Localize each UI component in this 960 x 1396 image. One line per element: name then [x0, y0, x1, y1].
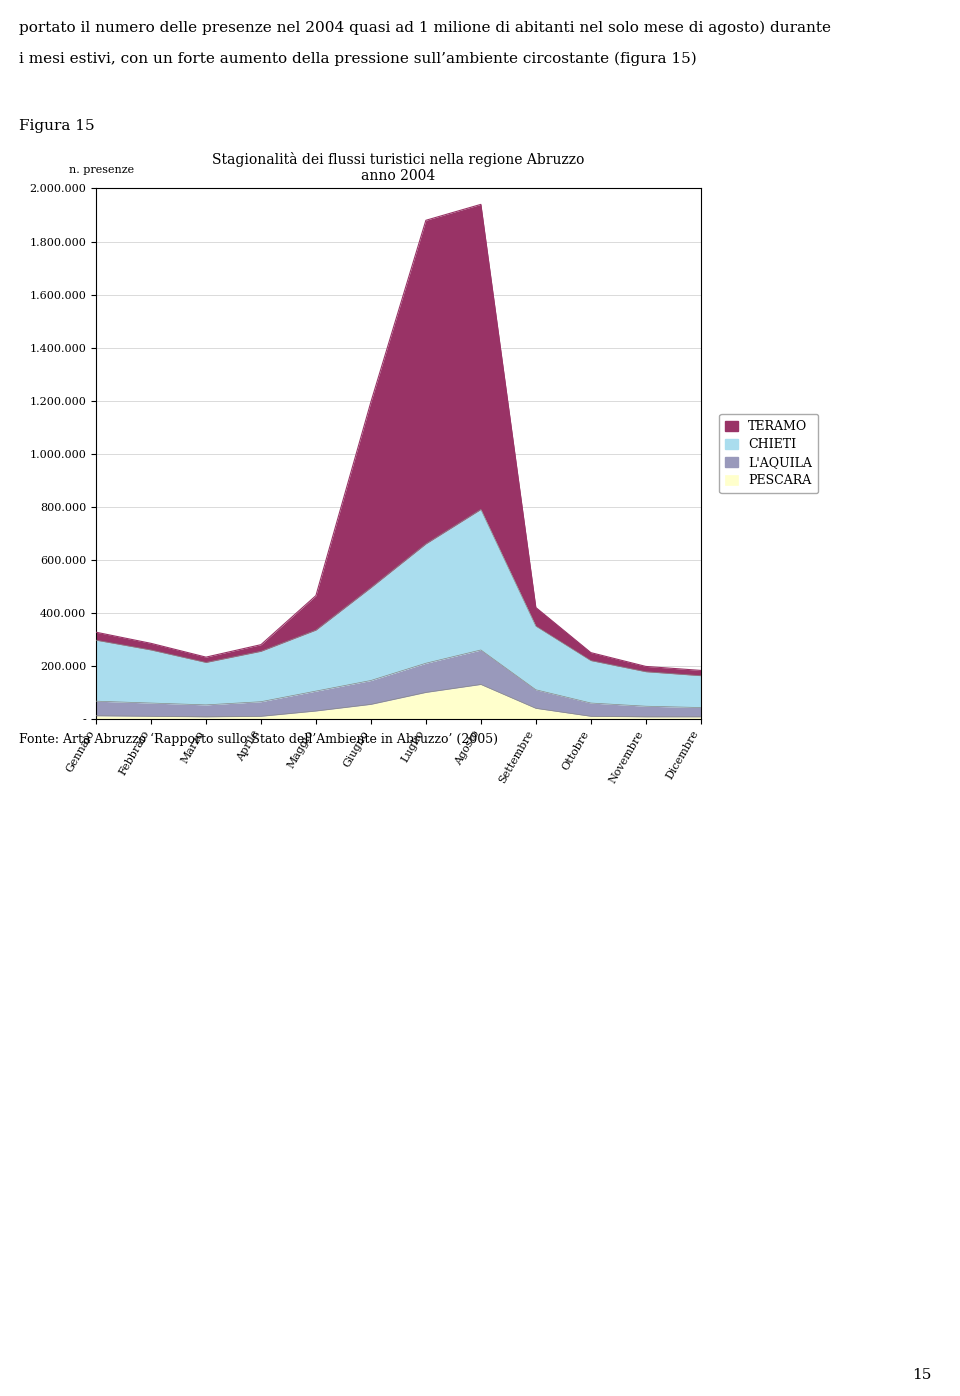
Title: Stagionalità dei flussi turistici nella regione Abruzzo
anno 2004: Stagionalità dei flussi turistici nella … [212, 152, 585, 183]
Text: 15: 15 [912, 1368, 931, 1382]
Text: n. presenze: n. presenze [68, 165, 133, 176]
Text: Figura 15: Figura 15 [19, 119, 95, 133]
Text: i mesi estivi, con un forte aumento della pressione sull’ambiente circostante (f: i mesi estivi, con un forte aumento dell… [19, 52, 697, 66]
Text: Fonte: Arta Abruzzo ‘Rapporto sullo Stato dell’Ambiente in Abruzzo’ (2005): Fonte: Arta Abruzzo ‘Rapporto sullo Stat… [19, 733, 498, 745]
Text: portato il numero delle presenze nel 2004 quasi ad 1 milione di abitanti nel sol: portato il numero delle presenze nel 200… [19, 21, 831, 35]
Legend: TERAMO, CHIETI, L'AQUILA, PESCARA: TERAMO, CHIETI, L'AQUILA, PESCARA [719, 415, 818, 493]
